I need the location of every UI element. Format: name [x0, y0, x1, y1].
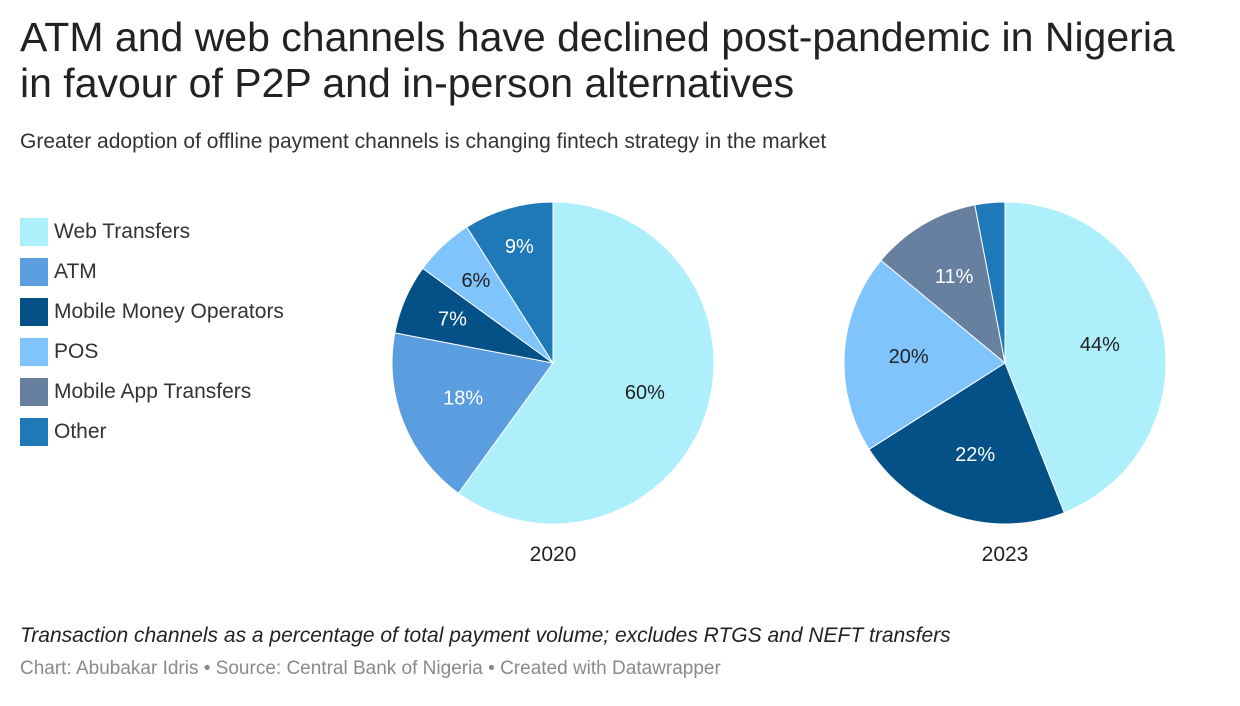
pie-slice-mobile-app-transfers: [880, 204, 1006, 365]
legend-label: Other: [54, 420, 107, 443]
legend-item-pos: POS: [20, 332, 284, 372]
legend-swatch: [20, 258, 48, 286]
slice-label-pos: 20%: [889, 346, 929, 368]
legend-swatch: [20, 218, 48, 246]
pie-slice-other: [466, 201, 554, 365]
legend-item-mobile-money-operators: Mobile Money Operators: [20, 292, 284, 332]
slice-label-atm: 18%: [443, 388, 483, 410]
chart-credits: Chart: Abubakar Idris • Source: Central …: [20, 658, 721, 679]
pie-slice-atm: [391, 332, 554, 494]
pie-slice-other: [974, 201, 1006, 364]
legend-label: Mobile App Transfers: [54, 380, 252, 403]
slice-label-mobile-money-operators: 7%: [438, 309, 467, 331]
pie-slice-web-transfers: [457, 201, 715, 525]
legend-item-atm: ATM: [20, 252, 284, 292]
pie-year-label: 2023: [982, 543, 1029, 566]
pie-2023: 44% 22% 20% 11%: [843, 201, 1167, 525]
pie-slice-pos: [843, 259, 1006, 450]
legend-label: Mobile Money Operators: [54, 300, 284, 323]
slice-label-pos: 6%: [461, 270, 490, 292]
pie-slice-mobile-money-operators: [868, 362, 1065, 525]
legend-item-web-transfers: Web Transfers: [20, 212, 284, 252]
legend-swatch: [20, 338, 48, 366]
legend-item-other: Other: [20, 412, 284, 452]
chart-title: ATM and web channels have declined post-…: [20, 14, 1175, 106]
slice-label-mobile-app-transfers: 11%: [935, 266, 974, 288]
legend-label: ATM: [54, 260, 97, 283]
pie-year-label: 2020: [530, 543, 577, 566]
legend-swatch: [20, 298, 48, 326]
slice-label-web-transfers: 44%: [1080, 334, 1120, 356]
slice-label-mobile-money-operators: 22%: [955, 444, 995, 466]
legend-item-mobile-app-transfers: Mobile App Transfers: [20, 372, 284, 412]
slice-label-other: 9%: [505, 236, 534, 258]
legend-swatch: [20, 378, 48, 406]
pie-slice-web-transfers: [1004, 201, 1167, 514]
legend: Web Transfers ATM Mobile Money Operators…: [20, 212, 284, 452]
chart-subtitle: Greater adoption of offline payment chan…: [20, 130, 827, 153]
chart-notes: Transaction channels as a percentage of …: [20, 624, 951, 647]
pie-2020: 60% 18% 7% 6% 9%: [391, 201, 715, 525]
legend-swatch: [20, 418, 48, 446]
legend-label: POS: [54, 340, 99, 363]
legend-label: Web Transfers: [54, 220, 191, 243]
slice-label-web-transfers: 60%: [625, 382, 665, 404]
